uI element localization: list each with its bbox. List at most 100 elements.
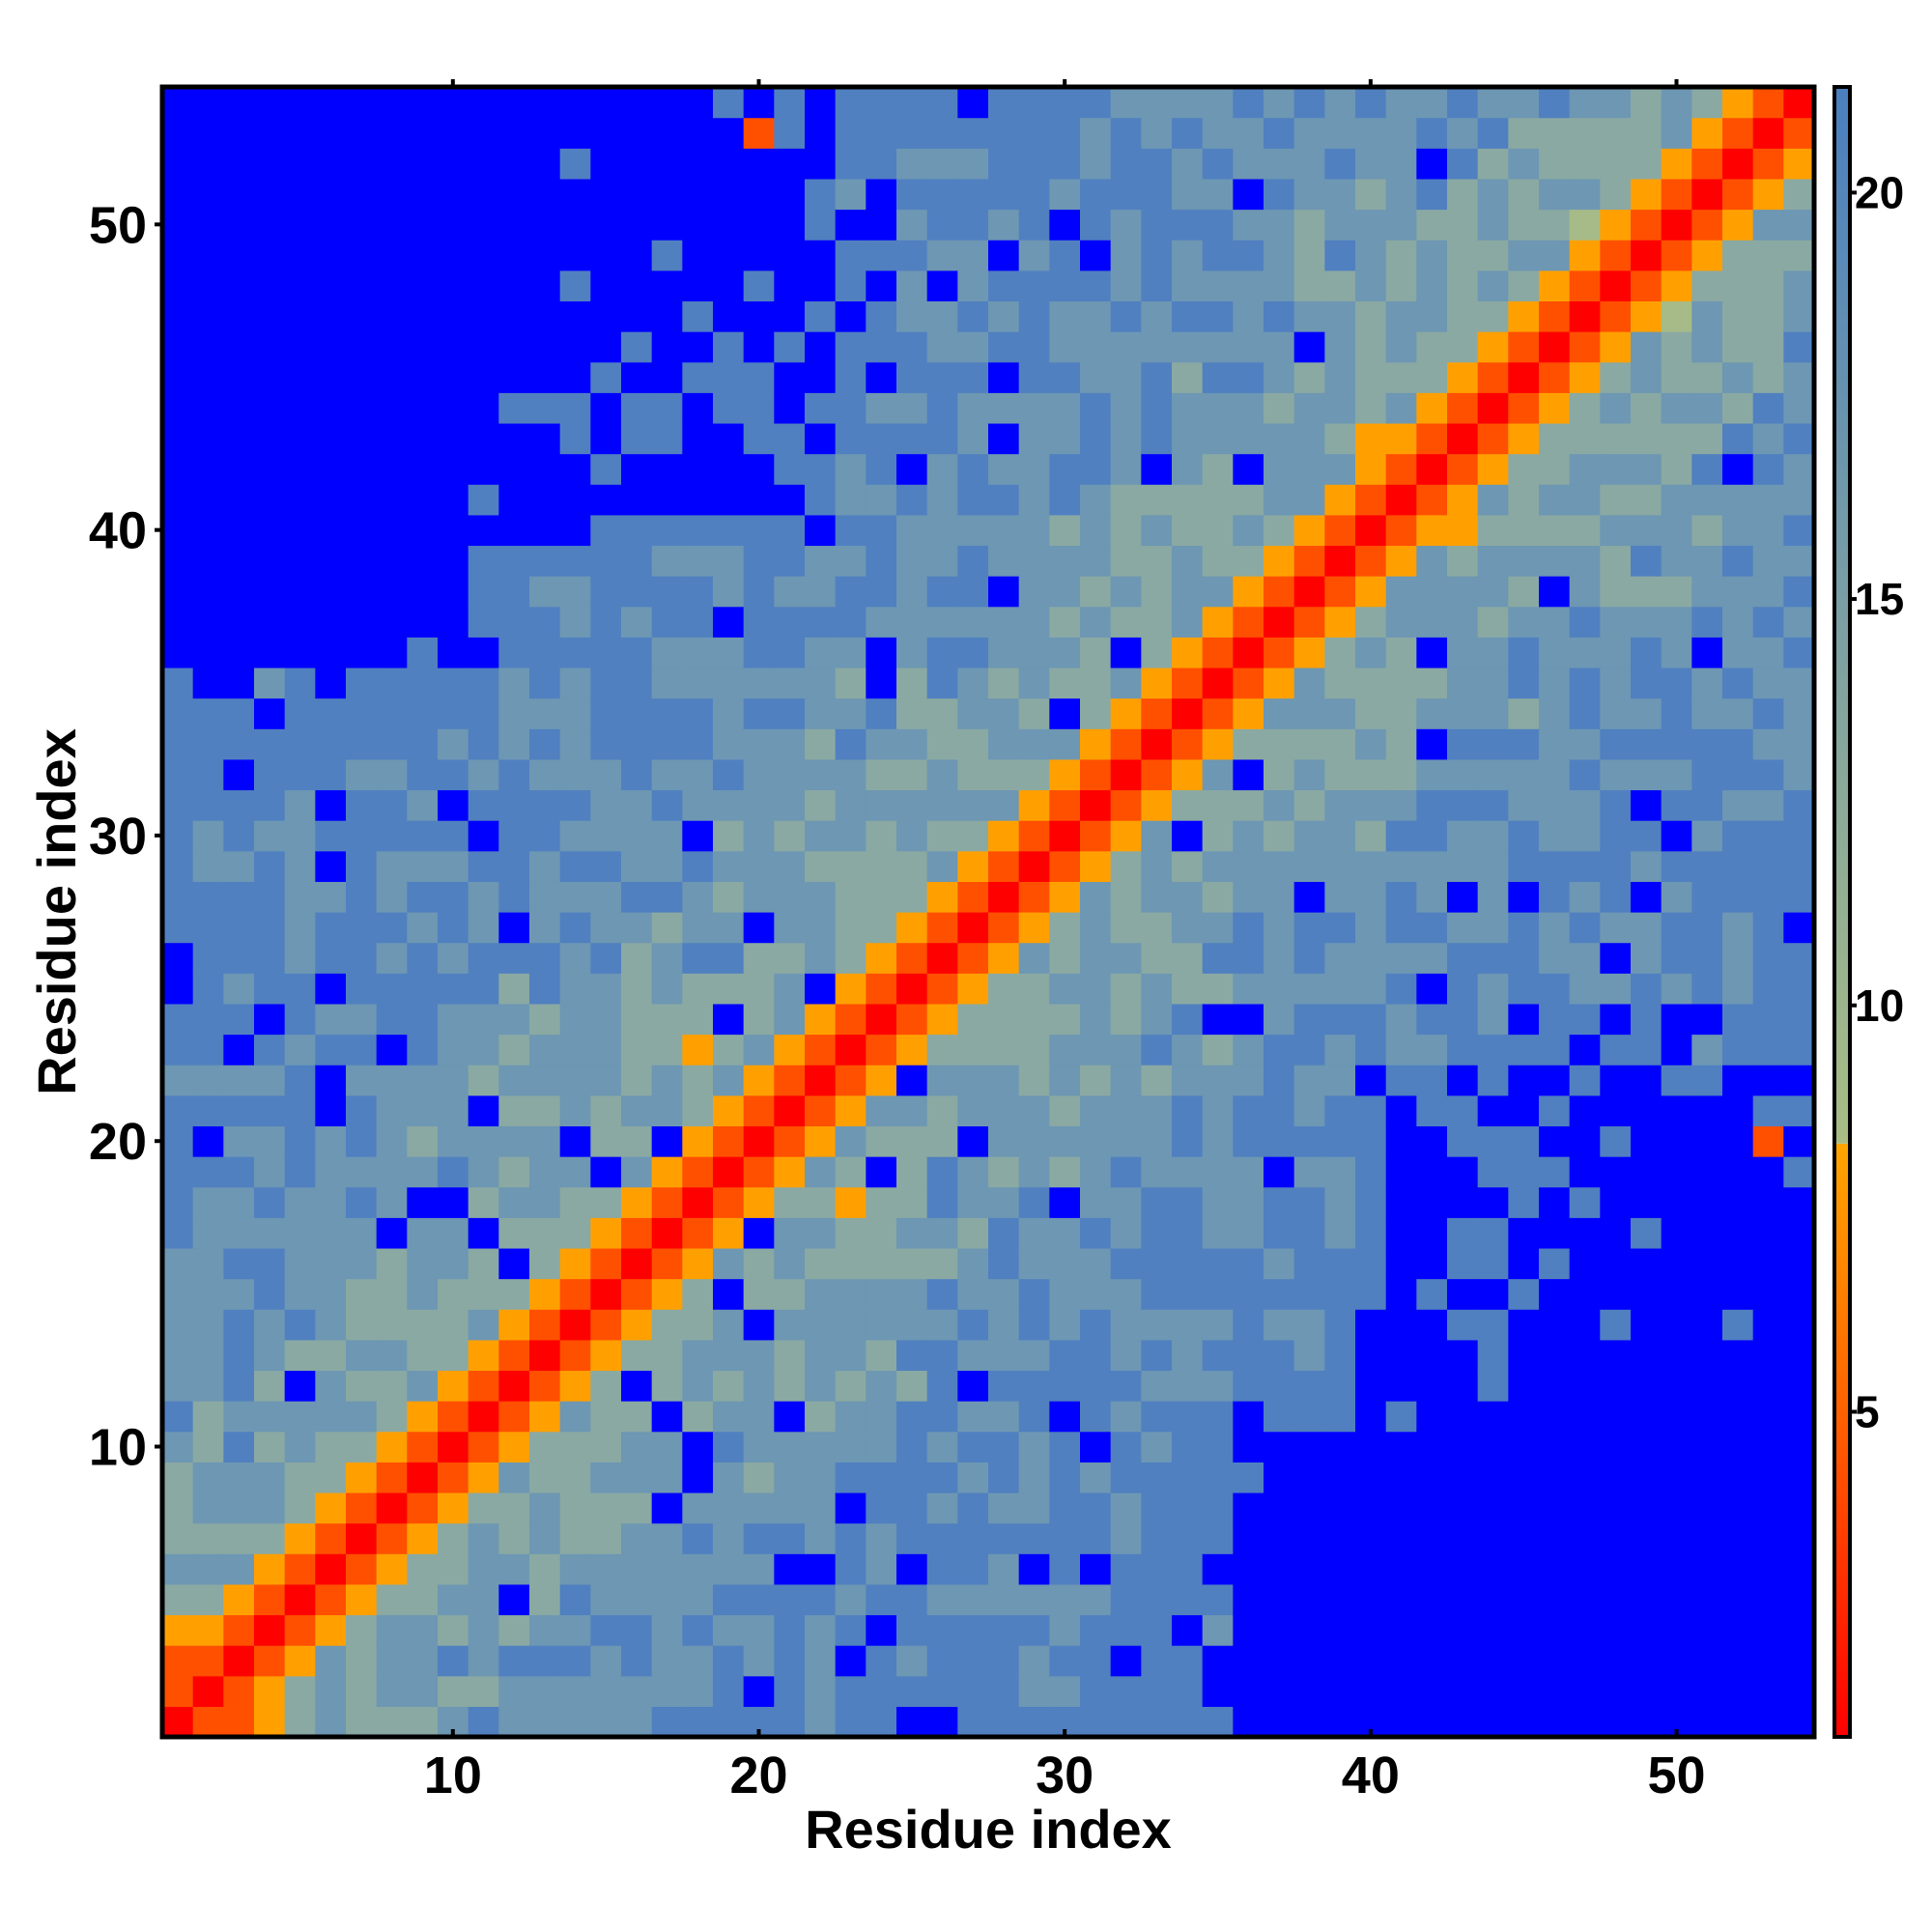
heatmap-cell — [438, 1675, 469, 1707]
heatmap-cell — [774, 637, 806, 668]
heatmap-cell — [926, 1706, 958, 1738]
heatmap-cell — [1202, 1247, 1234, 1280]
heatmap-cell — [774, 606, 806, 638]
heatmap-cell — [988, 514, 1020, 547]
heatmap-cell — [315, 881, 347, 913]
heatmap-cell — [1202, 912, 1234, 944]
heatmap-cell — [346, 1431, 378, 1463]
heatmap-cell — [284, 545, 316, 577]
heatmap-cell — [1569, 240, 1601, 271]
heatmap-cell — [682, 973, 714, 1005]
heatmap-cell — [926, 1583, 958, 1616]
heatmap-cell — [1202, 1094, 1234, 1127]
heatmap-cell — [1355, 87, 1387, 119]
heatmap-cell — [1631, 942, 1662, 974]
heatmap-cell — [1477, 1186, 1509, 1218]
heatmap-cell — [407, 1462, 439, 1493]
heatmap-cell — [468, 270, 499, 302]
heatmap-cell — [1691, 484, 1723, 516]
heatmap-cell — [805, 270, 837, 302]
heatmap-cell — [1324, 942, 1356, 974]
heatmap-cell — [254, 331, 286, 363]
heatmap-cell — [254, 1186, 286, 1218]
heatmap-cell — [621, 667, 653, 699]
heatmap-cell — [621, 209, 653, 241]
heatmap-cell — [926, 1431, 958, 1463]
heatmap-cell — [162, 1217, 194, 1249]
heatmap-cell — [192, 422, 224, 455]
heatmap-cell — [1355, 178, 1387, 211]
heatmap-cell — [1783, 545, 1815, 577]
heatmap-cell — [559, 178, 591, 211]
heatmap-cell — [1049, 300, 1081, 332]
heatmap-cell — [1049, 453, 1081, 485]
heatmap-cell — [1110, 1370, 1142, 1402]
heatmap-cell — [713, 1125, 745, 1157]
heatmap-cell — [1416, 606, 1448, 638]
heatmap-cell — [957, 850, 989, 882]
heatmap-cell — [1385, 850, 1417, 882]
heatmap-cell — [1722, 453, 1754, 485]
heatmap-cell — [805, 1553, 837, 1585]
heatmap-cell — [192, 789, 224, 821]
heatmap-cell — [1569, 300, 1601, 332]
heatmap-cell — [1141, 912, 1173, 944]
heatmap-cell — [1202, 973, 1234, 1005]
heatmap-cell — [529, 514, 561, 547]
heatmap-cell — [1752, 361, 1784, 393]
heatmap-cell — [498, 87, 530, 119]
heatmap-cell — [1141, 1094, 1173, 1127]
heatmap-cell — [1752, 1706, 1784, 1738]
heatmap-cell — [682, 1339, 714, 1372]
heatmap-cell — [1600, 514, 1632, 547]
heatmap-cell — [713, 667, 745, 699]
heatmap-cell — [1172, 1156, 1204, 1188]
heatmap-cell — [1080, 331, 1112, 363]
heatmap-cell — [1539, 1401, 1571, 1433]
heatmap-cell — [1477, 667, 1509, 699]
heatmap-cell — [284, 1370, 316, 1402]
heatmap-cell — [590, 1094, 622, 1127]
heatmap-cell — [1539, 331, 1571, 363]
heatmap-cell — [1722, 1614, 1754, 1646]
heatmap-cell — [682, 1645, 714, 1677]
heatmap-cell — [192, 1247, 224, 1280]
heatmap-cell — [866, 1645, 897, 1677]
heatmap-cell — [988, 270, 1020, 302]
heatmap-cell — [1324, 1339, 1356, 1372]
heatmap-cell — [835, 606, 867, 638]
heatmap-cell — [376, 1309, 408, 1341]
heatmap-cell — [346, 484, 378, 516]
heatmap-cell — [498, 1492, 530, 1524]
heatmap-cell — [1477, 178, 1509, 211]
heatmap-cell — [162, 942, 194, 974]
colorbar-tick-label: 15 — [1855, 574, 1904, 624]
heatmap-cell — [559, 1034, 591, 1065]
heatmap-cell — [866, 148, 897, 180]
heatmap-cell — [957, 392, 989, 424]
heatmap-cell — [621, 1645, 653, 1677]
heatmap-cell — [1508, 148, 1540, 180]
heatmap-cell — [284, 209, 316, 241]
heatmap-cell — [1080, 850, 1112, 882]
heatmap-cell — [1539, 1309, 1571, 1341]
heatmap-cell — [559, 850, 591, 882]
heatmap-cell — [284, 1614, 316, 1646]
heatmap-cell — [743, 178, 775, 211]
heatmap-cell — [1018, 1522, 1050, 1554]
heatmap-cell — [713, 637, 745, 668]
heatmap-cell — [1293, 1522, 1325, 1554]
heatmap-cell — [743, 1278, 775, 1310]
heatmap-cell — [1141, 1034, 1173, 1065]
heatmap-cell — [162, 270, 194, 302]
heatmap-cell — [1324, 300, 1356, 332]
heatmap-cell — [713, 1401, 745, 1433]
heatmap-cell — [651, 1645, 683, 1677]
heatmap-cell — [284, 484, 316, 516]
heatmap-cell — [835, 1339, 867, 1372]
heatmap-cell — [743, 1094, 775, 1127]
heatmap-cell — [1539, 697, 1571, 729]
heatmap-cell — [1385, 117, 1417, 149]
heatmap-cell — [621, 1401, 653, 1433]
heatmap-cell — [468, 1370, 499, 1402]
